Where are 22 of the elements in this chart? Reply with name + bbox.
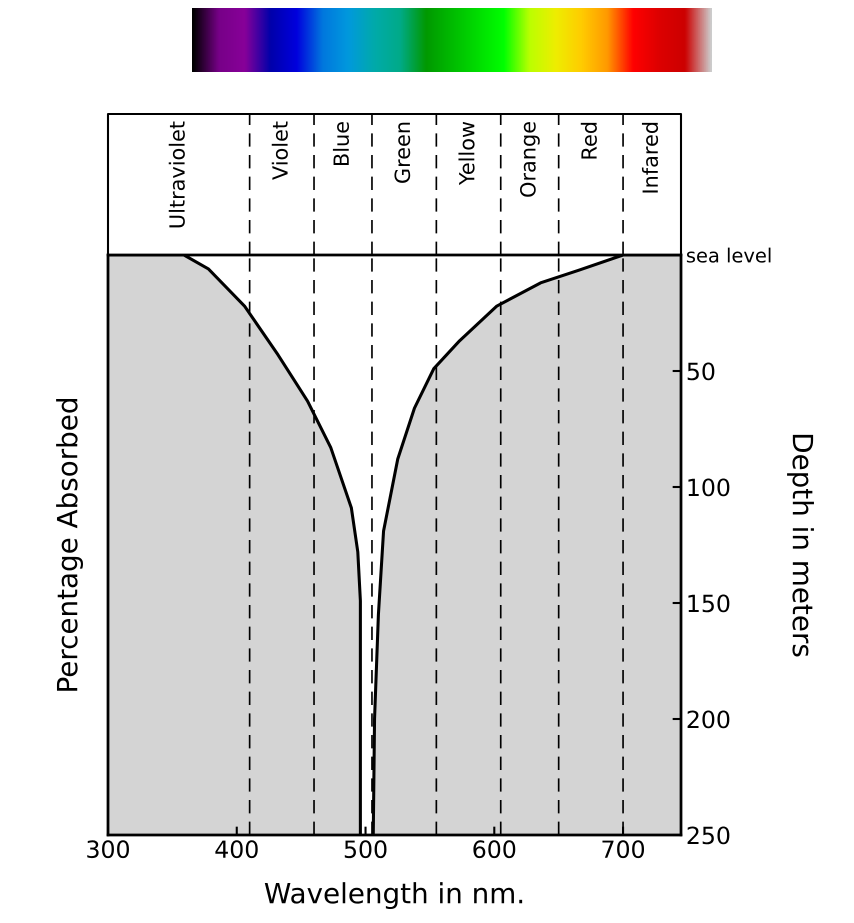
text: Red — [580, 122, 597, 158]
y-axis-title: Percentage Absorbed — [56, 399, 83, 691]
y2-tick-label: 150 — [688, 594, 730, 612]
y2-tick-label: 100 — [688, 478, 730, 496]
y2-tick-label: 50 — [688, 362, 714, 380]
x-axis-title: Wavelength in nm. — [264, 882, 522, 910]
y2-tick-label: sea level — [686, 248, 770, 263]
x-tick-label: 400 — [215, 840, 258, 858]
text: Violet — [272, 121, 288, 180]
text: Green — [394, 122, 410, 183]
text: Ultraviolet — [168, 121, 185, 228]
x-tick-label: 500 — [344, 840, 386, 858]
text: Blue — [332, 122, 350, 166]
x-tick-label: 700 — [602, 840, 644, 858]
x-tick-label: 600 — [473, 840, 516, 858]
text: Orange — [520, 122, 540, 197]
y2-axis-title: Depth in meters — [787, 434, 814, 656]
y2-tick-label: 200 — [688, 710, 730, 728]
text: Infared — [642, 122, 658, 193]
x-tick-label: 300 — [87, 840, 129, 858]
y2-tick-label: 250 — [688, 826, 730, 844]
text: Yellow — [458, 122, 475, 186]
